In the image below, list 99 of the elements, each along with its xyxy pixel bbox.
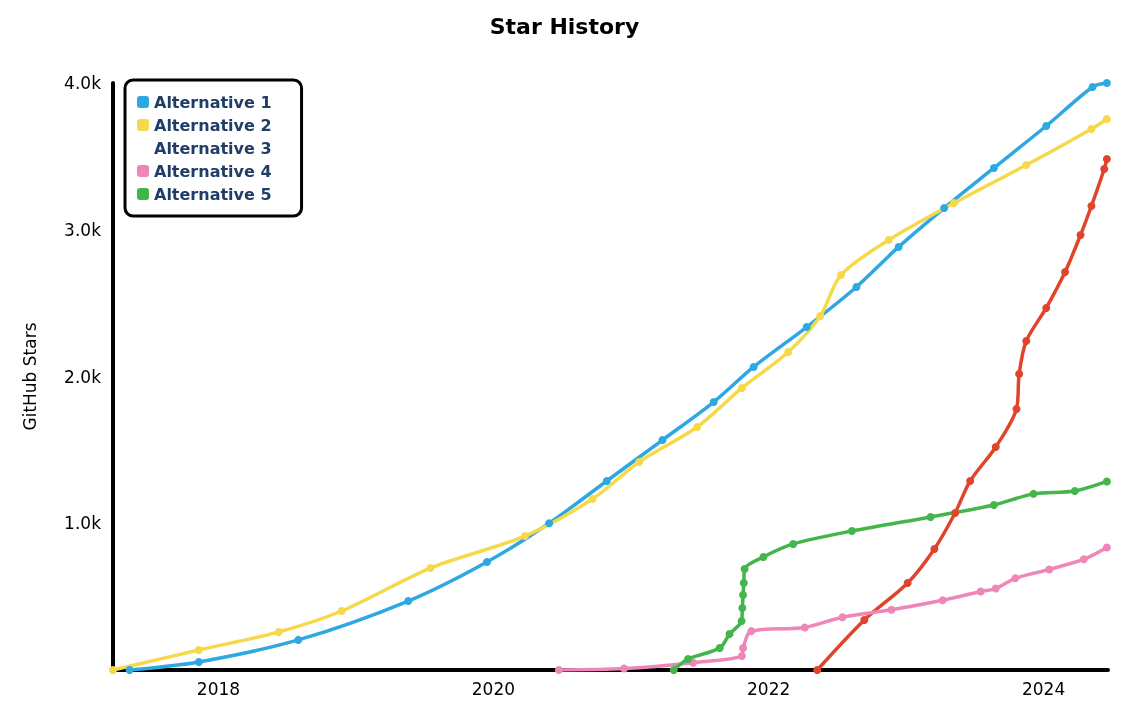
point [949, 199, 958, 208]
point [860, 615, 869, 624]
y-tick-label: 1.0k [64, 513, 102, 534]
point [521, 532, 530, 541]
point [852, 282, 861, 291]
point [1076, 231, 1085, 240]
point [938, 596, 947, 605]
point [737, 652, 746, 661]
point [951, 508, 960, 517]
point [816, 312, 825, 321]
point [125, 666, 134, 674]
point [930, 544, 939, 553]
point [337, 607, 346, 615]
text: Alternative 3 [154, 138, 272, 158]
point [887, 605, 896, 614]
point [789, 539, 798, 548]
point [554, 666, 563, 674]
point [620, 664, 629, 673]
point [194, 657, 203, 666]
point [784, 347, 793, 356]
y-tick-label: 3.0k [64, 219, 102, 240]
point [1087, 201, 1096, 210]
legend-label: Alternative 1 [154, 92, 272, 112]
point [737, 616, 746, 625]
point [1029, 489, 1038, 498]
point [738, 604, 747, 613]
point [800, 623, 809, 632]
point [294, 635, 303, 644]
legend-label: Alternative 2 [154, 115, 272, 135]
point [903, 578, 912, 587]
point [1042, 122, 1051, 130]
point [669, 666, 678, 674]
point [588, 495, 597, 504]
point [426, 564, 435, 573]
point [976, 587, 985, 596]
point [684, 655, 693, 663]
point [1022, 161, 1031, 170]
point [1088, 82, 1097, 91]
y-axis-title: GitHub Stars [19, 322, 40, 431]
point [1100, 165, 1109, 173]
point [1102, 543, 1111, 552]
chart-title: Star History [489, 13, 640, 39]
point [1102, 477, 1111, 486]
point [1079, 555, 1088, 564]
point [602, 476, 611, 485]
point [274, 627, 283, 636]
x-tick-label: 2018 [196, 678, 241, 699]
point [737, 383, 746, 392]
point [747, 627, 756, 636]
point [739, 591, 748, 600]
point [991, 442, 1000, 451]
point [739, 643, 748, 652]
point [884, 236, 893, 245]
point [1011, 574, 1020, 583]
point [940, 204, 949, 213]
legend-label: Alternative 4 [154, 161, 272, 181]
point [404, 597, 413, 606]
point [194, 646, 203, 655]
legend-label: Alternative 5 [154, 184, 272, 204]
point [813, 666, 822, 674]
point [749, 362, 758, 371]
point [635, 458, 644, 467]
point [545, 519, 554, 528]
point [739, 578, 748, 587]
y-tick-label: 4.0k [64, 73, 102, 93]
point [1022, 336, 1031, 345]
point [109, 666, 117, 674]
x-tick-label: 2020 [471, 678, 516, 699]
point [482, 557, 491, 566]
point [966, 476, 975, 485]
point [989, 501, 998, 510]
point [1012, 404, 1021, 413]
point [693, 422, 702, 431]
point [1102, 114, 1111, 123]
point [1045, 565, 1054, 574]
point [991, 584, 1000, 593]
point [740, 565, 749, 574]
point [658, 436, 667, 445]
point [894, 242, 903, 251]
point [715, 643, 724, 652]
x-tick-label: 2022 [747, 678, 791, 699]
point [1087, 124, 1096, 133]
point [1061, 268, 1070, 277]
point [1070, 486, 1079, 495]
point [838, 613, 847, 622]
point [1102, 79, 1111, 87]
point [1015, 370, 1024, 378]
x-tick-label: 2024 [1021, 678, 1066, 699]
point [709, 398, 718, 407]
point [759, 553, 768, 561]
point [802, 323, 811, 332]
point [847, 527, 856, 536]
point [1102, 155, 1111, 164]
point [1042, 303, 1051, 312]
point [989, 163, 998, 172]
point [725, 630, 734, 639]
point [836, 270, 845, 279]
point [926, 512, 935, 521]
y-tick-label: 2.0k [64, 366, 102, 387]
